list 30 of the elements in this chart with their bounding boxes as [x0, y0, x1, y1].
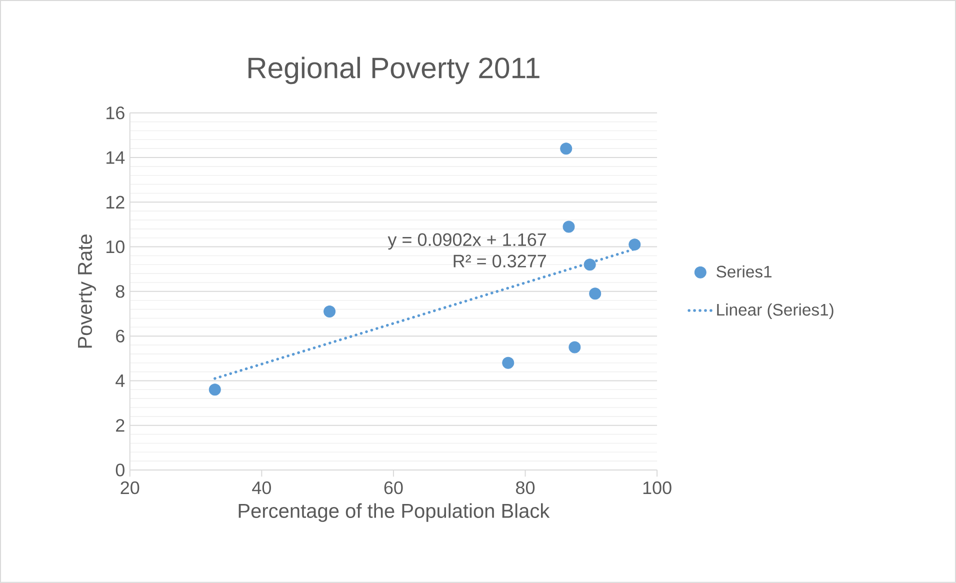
- y-tick-label: 6: [116, 330, 124, 343]
- y-tick-label: 10: [106, 240, 124, 254]
- y-axis-title: Poverty Rate: [78, 234, 96, 348]
- point: [584, 258, 596, 271]
- y-tick-label: 14: [106, 151, 125, 164]
- point: [560, 142, 572, 155]
- point: [502, 356, 514, 369]
- x-tick-label: 80: [516, 481, 535, 494]
- y-tick-label: 2: [116, 419, 124, 432]
- x-tick-label: 60: [384, 481, 403, 494]
- y-tick-label: 4: [116, 374, 125, 387]
- point: [568, 341, 581, 354]
- point: [324, 306, 336, 318]
- y-tick-label: 16: [106, 106, 124, 120]
- legend-label: Linear (Series1): [717, 303, 834, 320]
- x-axis-title: Percentage of the Population Black: [238, 503, 550, 522]
- legend-label: Series1: [716, 265, 772, 278]
- x-tick-label: 40: [252, 481, 271, 494]
- chart-title: Regional Poverty 2011: [248, 56, 540, 84]
- point: [562, 220, 575, 233]
- y-tick-label: 12: [106, 196, 124, 209]
- point: [628, 238, 641, 251]
- point: [208, 384, 221, 396]
- annotation: y = 0.0902x + 1.167: [388, 233, 546, 250]
- y-tick-label: 8: [116, 285, 124, 298]
- x-tick-label: 20: [120, 481, 140, 494]
- x-tick-label: 100: [643, 481, 672, 494]
- y-tick-label: 0: [116, 464, 124, 476]
- point: [589, 288, 602, 300]
- annotation: R² = 0.3277: [454, 254, 546, 268]
